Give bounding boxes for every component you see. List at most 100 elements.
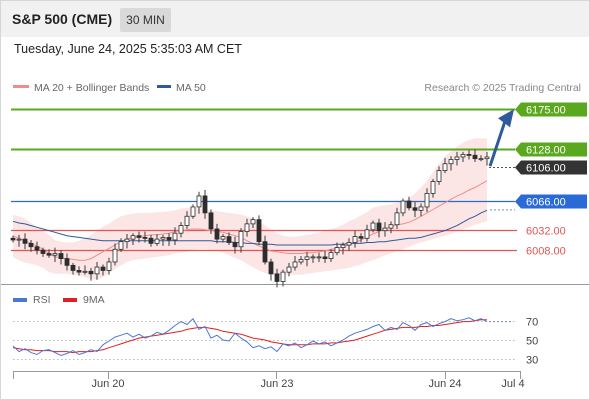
- candle-56: [346, 238, 352, 251]
- bollinger-band-group: [13, 138, 487, 280]
- candle-63: [388, 221, 394, 234]
- candle-body-13: [88, 270, 94, 275]
- candle-27: [172, 227, 178, 246]
- candle-body-38: [238, 231, 244, 248]
- candle-38: [238, 228, 244, 253]
- candle-62: [382, 222, 388, 237]
- candle-57: [352, 230, 358, 248]
- candle-body-29: [184, 215, 190, 226]
- candle-body-0: [10, 237, 16, 241]
- candle-31: [196, 191, 202, 214]
- rsi-tick-label-50: 50: [526, 336, 538, 348]
- candle-body-61: [376, 222, 382, 232]
- candle-65: [400, 198, 406, 217]
- candle-79: [484, 151, 490, 166]
- candle-8: [58, 250, 64, 265]
- candle-7: [52, 247, 58, 262]
- level-label-6106.00: 6106.00: [526, 163, 566, 175]
- candle-22: [142, 231, 148, 243]
- candle-body-25: [160, 237, 166, 240]
- candle-29: [184, 211, 190, 229]
- candle-15: [100, 264, 106, 276]
- time-axis-ticks: Jun 20 Jun 23 Jun 24 Jul 4: [13, 372, 525, 390]
- candle-25: [160, 234, 166, 246]
- level-label-6008.00: 6008.00: [526, 246, 566, 258]
- candle-13: [88, 267, 94, 281]
- candle-30: [190, 204, 196, 219]
- candle-body-21: [136, 235, 142, 238]
- candle-body-10: [70, 264, 76, 271]
- timeframe-button[interactable]: 30 MIN: [120, 8, 171, 32]
- time-tick-label-jun24: Jun 24: [428, 378, 461, 390]
- candle-43: [268, 258, 274, 281]
- candle-body-34: [214, 228, 220, 240]
- level-tag-6128.00: [515, 142, 587, 157]
- chart-datetime: Tuesday, June 24, 2025 5:35:03 AM CET: [14, 42, 242, 56]
- time-tick-label-jun23: Jun 23: [260, 378, 293, 390]
- candle-body-67: [412, 207, 418, 211]
- candle-body-65: [400, 200, 406, 214]
- candle-body-70: [430, 181, 436, 194]
- candle-12: [82, 265, 88, 275]
- candle-body-74: [454, 156, 460, 160]
- legend-label-rsi: RSI: [33, 294, 51, 306]
- candle-24: [154, 234, 160, 246]
- candle-body-14: [94, 266, 100, 275]
- rsi-9ma-line: [12, 319, 487, 354]
- candle-body-63: [388, 224, 394, 229]
- candle-71: [436, 166, 442, 185]
- candle-body-47: [292, 261, 298, 268]
- candle-body-68: [418, 206, 424, 211]
- candle-body-48: [298, 259, 304, 263]
- header-bar: S&P 500 (CME) 30 MIN: [1, 1, 589, 37]
- candle-0: [10, 235, 16, 243]
- candle-body-35: [220, 236, 226, 240]
- candle-26: [166, 233, 172, 246]
- candle-body-39: [244, 223, 250, 232]
- ma20-line: [12, 180, 488, 261]
- candle-body-28: [178, 225, 184, 234]
- candle-body-32: [202, 195, 208, 214]
- candle-55: [340, 242, 346, 255]
- candle-body-9: [64, 258, 70, 266]
- legend-swatch-9ma: [63, 298, 77, 302]
- level-tag-6106.00: [515, 160, 587, 175]
- candle-45: [280, 269, 286, 287]
- candle-body-42: [262, 241, 268, 263]
- rsi-legend: RSI 9MA: [13, 294, 105, 306]
- legend-swatch-ma20: [13, 85, 29, 88]
- candle-body-1: [16, 238, 22, 241]
- projection-arrow-shaft: [488, 120, 507, 167]
- candle-body-41: [256, 219, 262, 243]
- candle-2: [22, 233, 28, 250]
- candle-5: [40, 247, 46, 257]
- candle-body-20: [130, 235, 136, 240]
- rsi-tick-label-70: 70: [526, 317, 538, 329]
- legend-label-ma50: MA 50: [176, 82, 206, 94]
- candle-50: [310, 254, 316, 263]
- candle-body-62: [382, 227, 388, 232]
- candle-body-30: [190, 206, 196, 217]
- candle-body-6: [46, 253, 52, 256]
- price-levels-group: 6175.00 6128.00 6106.00 6066.00 6032.00 6008.…: [11, 102, 587, 258]
- candle-11: [76, 266, 82, 276]
- candle-17: [112, 243, 118, 266]
- candle-body-15: [100, 266, 106, 271]
- candle-19: [124, 234, 130, 249]
- candle-body-56: [346, 242, 352, 246]
- candle-body-76: [466, 154, 472, 156]
- candle-body-45: [280, 271, 286, 282]
- candle-body-71: [436, 170, 442, 182]
- candle-body-53: [328, 252, 334, 259]
- candle-body-43: [268, 261, 274, 275]
- legend-swatch-ma50: [157, 85, 171, 88]
- price-legend: MA 20 + Bollinger Bands MA 50 Research ©…: [13, 82, 581, 94]
- candle-40: [250, 217, 256, 229]
- candle-body-3: [28, 242, 34, 248]
- candle-10: [70, 262, 76, 275]
- candle-body-59: [364, 229, 370, 239]
- candle-body-19: [124, 238, 130, 243]
- candle-body-8: [58, 253, 64, 259]
